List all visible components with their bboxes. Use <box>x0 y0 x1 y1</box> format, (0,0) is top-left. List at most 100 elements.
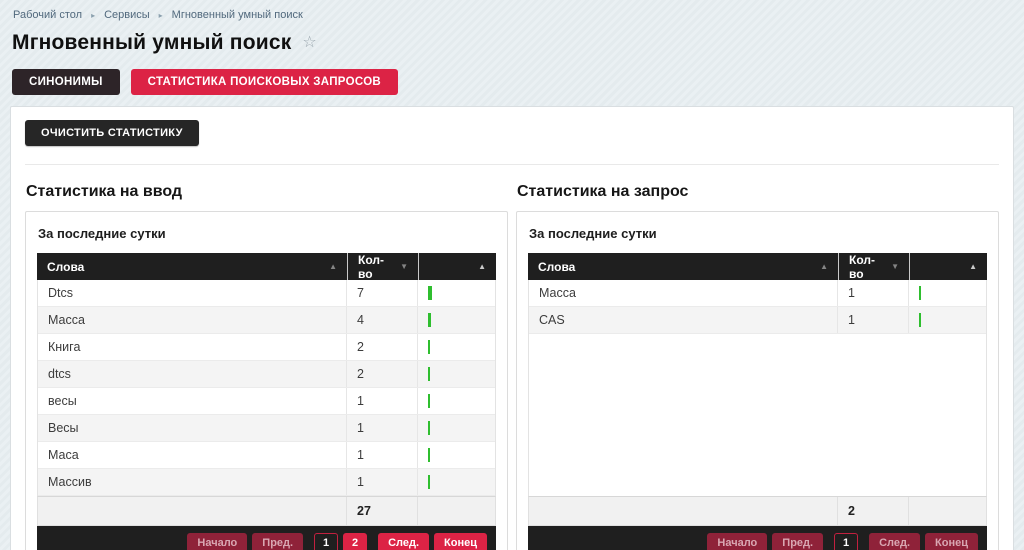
table-row: Масса 1 <box>529 280 986 307</box>
count-bar <box>428 394 430 408</box>
column-header-bar[interactable]: ▲ <box>909 253 987 280</box>
pagination-prev-button: Пред. <box>772 532 824 550</box>
word-cell: dtcs <box>48 367 71 381</box>
total-count-cell: 27 <box>346 497 417 525</box>
count-bar <box>428 286 432 300</box>
table-body: Dtcs 7 Масса 4 Книга 2 dtcs 2 весы 1 Весы 1 Маса 1 Мас… <box>37 280 496 496</box>
tables-grid: Статистика на ввод За последние сутки Слов… <box>25 174 999 550</box>
count-bar <box>428 340 430 354</box>
column-header-words[interactable]: Слова ▲ <box>37 253 347 280</box>
table-row: Dtcs 7 <box>38 280 495 307</box>
pagination-prev-button: Пред. <box>252 532 304 550</box>
column-header-bar[interactable]: ▲ <box>418 253 496 280</box>
breadcrumb-separator-icon: ▸ <box>158 10 163 20</box>
pagination-page-button[interactable]: 1 <box>834 532 859 550</box>
table-header: Слова ▲ Кол-во ▼ ▲ <box>528 252 987 281</box>
breadcrumb-item[interactable]: Мгновенный умный поиск <box>171 9 303 21</box>
pagination-page-button[interactable]: 2 <box>343 532 368 550</box>
table-row: dtcs 2 <box>38 361 495 388</box>
synonyms-button[interactable]: СИНОНИМЫ <box>12 69 120 95</box>
title-row: Мгновенный умный поиск ☆ <box>12 31 1024 55</box>
content-panel: ОЧИСТИТЬ СТАТИСТИКУ Статистика на ввод За… <box>10 106 1014 550</box>
pagination-next-button[interactable]: След. <box>378 532 430 550</box>
pagination-first-button: Начало <box>187 532 248 550</box>
bar-cell <box>908 280 986 306</box>
table-header: Слова ▲ Кол-во ▼ ▲ <box>37 252 496 281</box>
column-label: Кол-во <box>358 252 384 281</box>
word-cell: весы <box>48 394 77 408</box>
word-cell: Dtcs <box>48 286 73 300</box>
pagination-first-button: Начало <box>707 532 768 550</box>
breadcrumb: Рабочий стол ▸ Сервисы ▸ Мгновенный умный по… <box>0 0 1024 21</box>
column-header-words[interactable]: Слова ▲ <box>528 253 838 280</box>
stats-section: Статистика на ввод За последние сутки Слов… <box>25 174 508 550</box>
word-cell: Массив <box>48 475 92 489</box>
pagination-last-button[interactable]: Конец <box>434 532 487 550</box>
count-bar <box>919 286 921 300</box>
table-total-row: 27 <box>37 496 496 526</box>
breadcrumb-separator-icon: ▸ <box>91 10 96 20</box>
count-cell: 2 <box>346 334 417 360</box>
table-body-filler <box>529 334 986 496</box>
table-row: Весы 1 <box>38 415 495 442</box>
bar-cell <box>417 280 495 306</box>
count-cell: 4 <box>346 307 417 333</box>
total-words-cell <box>529 497 837 525</box>
count-bar <box>428 313 431 327</box>
column-header-count[interactable]: Кол-во ▼ <box>838 252 909 281</box>
toolbar: СИНОНИМЫ СТАТИСТИКА ПОИСКОВЫХ ЗАПРОСОВ <box>12 69 1024 95</box>
pagination-next-button: След. <box>869 532 921 550</box>
count-bar <box>428 475 430 489</box>
pagination-page-button[interactable]: 1 <box>314 532 339 550</box>
count-cell: 1 <box>346 469 417 495</box>
table-total-row: 2 <box>528 496 987 526</box>
sort-asc-icon: ▲ <box>820 261 828 271</box>
pagination-last-button: Конец <box>925 532 978 550</box>
bar-cell <box>908 307 986 333</box>
count-cell: 1 <box>837 280 908 306</box>
count-cell: 2 <box>346 361 417 387</box>
column-header-count[interactable]: Кол-во ▼ <box>347 252 418 281</box>
sort-asc-icon: ▲ <box>478 261 486 271</box>
total-bar-cell <box>908 497 986 525</box>
bar-cell <box>417 307 495 333</box>
pagination-bar: Начало Пред. 1 След. Конец <box>528 526 987 550</box>
sort-desc-icon: ▼ <box>891 261 899 271</box>
search-stats-button[interactable]: СТАТИСТИКА ПОИСКОВЫХ ЗАПРОСОВ <box>130 69 399 95</box>
word-cell: Масса <box>539 286 576 300</box>
sort-asc-icon: ▲ <box>329 261 337 271</box>
word-cell: Книга <box>48 340 81 354</box>
breadcrumb-item[interactable]: Рабочий стол <box>13 9 83 21</box>
favorite-star-icon[interactable]: ☆ <box>302 34 317 51</box>
clear-stats-button[interactable]: ОЧИСТИТЬ СТАТИСТИКУ <box>25 120 199 146</box>
word-cell: Масса <box>48 313 85 327</box>
table-row: Маса 1 <box>38 442 495 469</box>
count-cell: 1 <box>837 307 908 333</box>
count-cell: 7 <box>346 280 417 306</box>
count-bar <box>428 448 430 462</box>
count-cell: 1 <box>346 442 417 468</box>
stats-card: За последние сутки Слова ▲ Кол-во ▼ ▲ Масса 1 CA… <box>516 211 999 550</box>
section-title: Статистика на запрос <box>517 183 689 200</box>
column-label: Кол-во <box>849 252 875 281</box>
bar-cell <box>417 388 495 414</box>
sort-desc-icon: ▼ <box>400 261 408 271</box>
count-cell: 1 <box>346 388 417 414</box>
count-bar <box>428 421 430 435</box>
sort-asc-icon: ▲ <box>969 261 977 271</box>
panel-divider <box>25 164 999 165</box>
word-cell: Весы <box>48 421 79 435</box>
table-row: Книга 2 <box>38 334 495 361</box>
section-title: Статистика на ввод <box>26 183 183 200</box>
period-label: За последние сутки <box>529 226 657 241</box>
word-cell: Маса <box>48 448 79 462</box>
word-cell: CAS <box>539 313 565 327</box>
bar-cell <box>417 334 495 360</box>
count-bar <box>919 313 921 327</box>
table-row: весы 1 <box>38 388 495 415</box>
pagination-bar: Начало Пред. 1 2 След. Конец <box>37 526 496 550</box>
breadcrumb-item[interactable]: Сервисы <box>104 9 150 21</box>
bar-cell <box>417 442 495 468</box>
total-words-cell <box>38 497 346 525</box>
stats-card: За последние сутки Слова ▲ Кол-во ▼ ▲ Dtcs 7 Мас… <box>25 211 508 550</box>
